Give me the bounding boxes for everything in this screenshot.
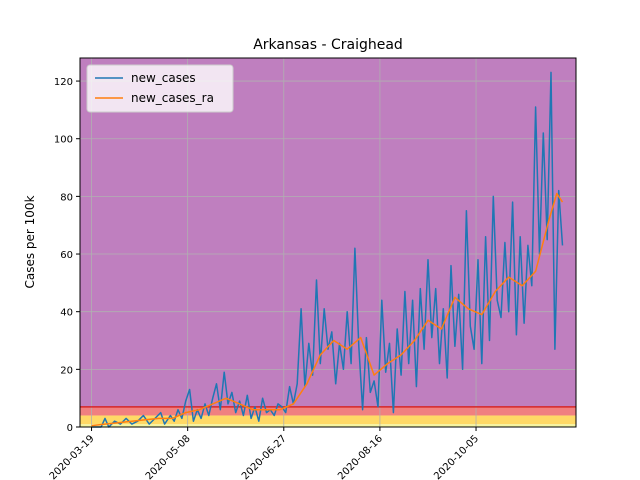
legend: new_cases new_cases_ra	[86, 64, 234, 113]
series-line-new-cases-ra	[91, 192, 564, 427]
y-tick-label: 120	[54, 77, 73, 88]
x-tick-label: 2020-03-19	[48, 433, 97, 480]
legend-label-new-cases-ra: new_cases_ra	[131, 91, 214, 105]
background-band-0	[80, 424, 576, 427]
y-tick-label: 60	[60, 250, 73, 261]
y-tick-label: 0	[67, 423, 73, 434]
background-bands	[80, 58, 576, 427]
x-tick-label: 2020-06-27	[240, 433, 289, 480]
x-tick-label: 2020-10-05	[432, 433, 481, 480]
plot-frame	[79, 57, 577, 428]
background-band-2	[80, 406, 576, 416]
y-tick-label: 80	[60, 192, 73, 203]
background-band-1	[80, 415, 576, 425]
legend-label-new-cases: new_cases	[131, 71, 196, 85]
y-axis: 0 20 40 60 80 100 120	[54, 77, 80, 434]
y-tick-label: 40	[60, 308, 73, 319]
x-tick-label: 2020-08-16	[336, 433, 385, 480]
x-tick-label: 2020-05-08	[144, 433, 193, 480]
y-tick-label: 100	[54, 135, 73, 146]
x-axis: 2020-03-19 2020-05-08 2020-06-27 2020-08-16…	[48, 427, 481, 480]
series-lines	[91, 71, 564, 428]
y-axis-label: Cases per 100k	[23, 195, 37, 288]
chart-title: Arkansas - Craighead	[253, 37, 403, 53]
y-tick-label: 20	[60, 365, 73, 376]
legend-box	[86, 64, 234, 113]
